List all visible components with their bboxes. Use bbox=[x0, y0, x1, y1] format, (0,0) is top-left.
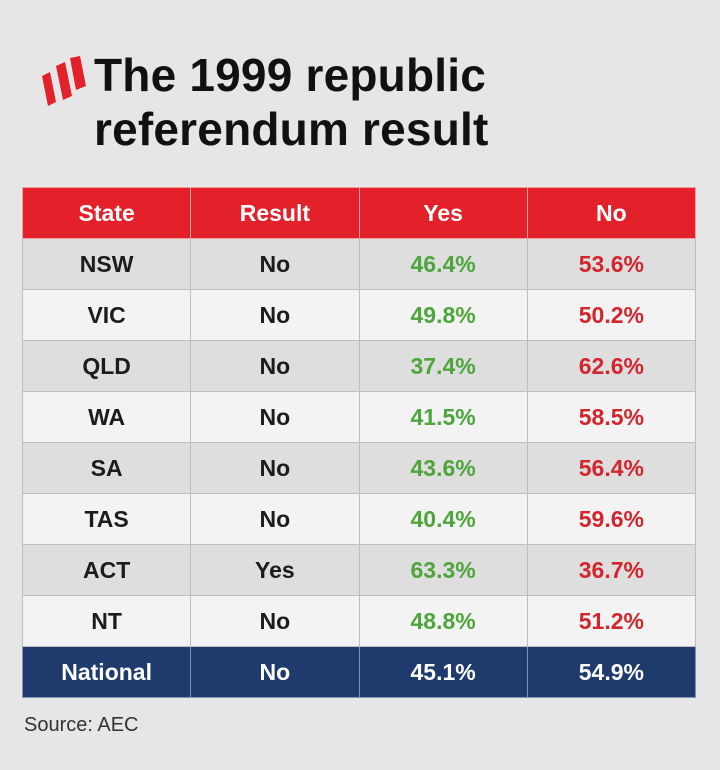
table-header-row: State Result Yes No bbox=[21, 187, 697, 239]
column-header-no: No bbox=[526, 187, 697, 239]
cell-result: No bbox=[190, 595, 360, 647]
table-row: NT No 48.8% 51.2% bbox=[21, 595, 697, 647]
cell-state: TAS bbox=[21, 493, 192, 545]
cell-result: No bbox=[190, 289, 360, 341]
table-row: VIC No 49.8% 50.2% bbox=[21, 289, 697, 341]
national-no: 54.9% bbox=[526, 646, 697, 698]
cell-state: ACT bbox=[21, 544, 192, 596]
cell-result: Yes bbox=[190, 544, 360, 596]
cell-result: No bbox=[190, 391, 360, 443]
national-result: No bbox=[190, 646, 360, 698]
cell-no: 51.2% bbox=[526, 595, 697, 647]
cell-result: No bbox=[190, 340, 360, 392]
cell-state: VIC bbox=[21, 289, 192, 341]
cell-no: 50.2% bbox=[526, 289, 697, 341]
page-title: The 1999 republic referendum result bbox=[94, 49, 489, 155]
cell-yes: 37.4% bbox=[358, 340, 528, 392]
cell-state: WA bbox=[21, 391, 192, 443]
table-row: QLD No 37.4% 62.6% bbox=[21, 340, 697, 392]
cell-state: NT bbox=[21, 595, 192, 647]
column-header-result: Result bbox=[190, 187, 360, 239]
header: The 1999 republic referendum result bbox=[28, 34, 688, 169]
cell-yes: 48.8% bbox=[358, 595, 528, 647]
cell-yes: 43.6% bbox=[358, 442, 528, 494]
cell-no: 56.4% bbox=[526, 442, 697, 494]
results-table: State Result Yes No NSW No 46.4% 53.6% V… bbox=[21, 187, 697, 698]
cell-state: NSW bbox=[21, 238, 192, 290]
cell-state: SA bbox=[21, 442, 192, 494]
cell-state: QLD bbox=[21, 340, 192, 392]
column-header-yes: Yes bbox=[358, 187, 528, 239]
cell-yes: 49.8% bbox=[358, 289, 528, 341]
results-table-container: State Result Yes No NSW No 46.4% 53.6% V… bbox=[21, 187, 697, 698]
cell-result: No bbox=[190, 238, 360, 290]
cell-result: No bbox=[190, 442, 360, 494]
cell-no: 36.7% bbox=[526, 544, 697, 596]
national-total-row: National No 45.1% 54.9% bbox=[21, 646, 697, 698]
cell-result: No bbox=[190, 493, 360, 545]
cell-no: 62.6% bbox=[526, 340, 697, 392]
sbs-logo-icon bbox=[42, 56, 86, 106]
national-yes: 45.1% bbox=[358, 646, 528, 698]
column-header-state: State bbox=[21, 187, 192, 239]
national-label: National bbox=[21, 646, 192, 698]
source-note: Source: AEC bbox=[24, 714, 139, 736]
table-row: TAS No 40.4% 59.6% bbox=[21, 493, 697, 545]
cell-no: 58.5% bbox=[526, 391, 697, 443]
cell-yes: 41.5% bbox=[358, 391, 528, 443]
cell-yes: 40.4% bbox=[358, 493, 528, 545]
cell-yes: 63.3% bbox=[358, 544, 528, 596]
table-row: NSW No 46.4% 53.6% bbox=[21, 238, 697, 290]
table-row: WA No 41.5% 58.5% bbox=[21, 391, 697, 443]
table-row: ACT Yes 63.3% 36.7% bbox=[21, 544, 697, 596]
cell-yes: 46.4% bbox=[358, 238, 528, 290]
table-row: SA No 43.6% 56.4% bbox=[21, 442, 697, 494]
cell-no: 53.6% bbox=[526, 238, 697, 290]
cell-no: 59.6% bbox=[526, 493, 697, 545]
